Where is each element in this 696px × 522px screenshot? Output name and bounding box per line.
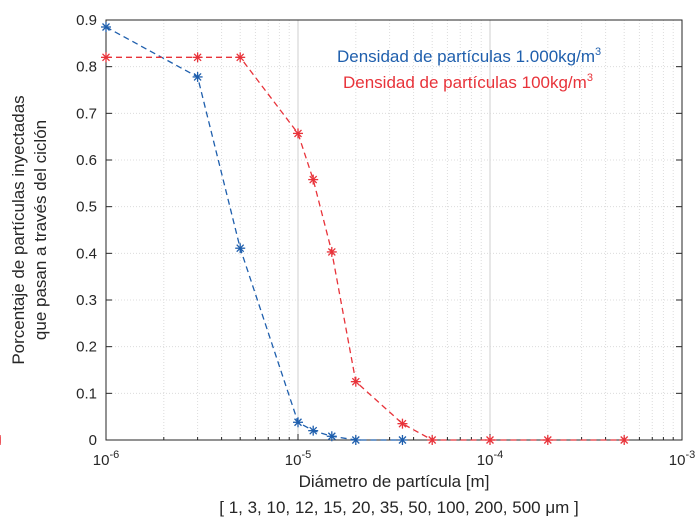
data-point: [235, 243, 246, 254]
marker-d2: [309, 426, 318, 435]
marker-d2: [351, 377, 360, 386]
y-axis-label-line-2: que pasan a través del ciclón: [31, 120, 50, 340]
y-tick-label: 0.8: [76, 59, 97, 76]
data-point: [101, 52, 111, 63]
data-point: [397, 418, 408, 429]
plot-area: [106, 20, 682, 440]
data-point: [308, 425, 319, 436]
y-tick-label: 0.5: [76, 199, 97, 216]
data-point: [619, 435, 630, 445]
y-tick-label: 0.1: [76, 385, 97, 402]
data-point: [293, 128, 303, 139]
series: [0, 22, 630, 445]
y-tick-label: 0.4: [76, 245, 97, 262]
data-point: [326, 431, 337, 442]
marker-d2: [102, 23, 110, 31]
y-tick-label: 0.9: [76, 12, 97, 29]
marker-d2: [327, 432, 336, 441]
data-point: [485, 435, 495, 445]
marker-d2: [193, 53, 202, 62]
grid: [106, 20, 682, 440]
x-tick-label: 10-6: [93, 449, 119, 469]
marker-d2: [236, 53, 245, 62]
marker-d2: [398, 419, 407, 428]
x-axis-label: Diámetro de partícula [m]: [299, 472, 490, 491]
marker-d2: [236, 244, 245, 253]
marker-d2: [543, 436, 552, 444]
marker-d2: [309, 175, 318, 184]
x-tick-label: 10-5: [285, 449, 311, 469]
data-point: [326, 246, 337, 257]
legend-entry-100: Densidad de partículas 100kg/m3: [343, 72, 593, 92]
marker-d2: [486, 436, 494, 444]
y-tick-label: 0.6: [76, 152, 97, 169]
data-point: [542, 435, 553, 445]
marker-d2: [620, 436, 629, 444]
marker-d2: [102, 53, 110, 62]
y-axis-label-line-1: Porcentaje de partículas inyectadas: [9, 95, 28, 364]
marker-d2: [294, 129, 302, 138]
data-point: [192, 52, 203, 63]
series-0: [101, 22, 408, 445]
x-tick-label: 10-4: [477, 449, 503, 469]
ticks: 10-6 10-5 10-4 10-3 0 0.1 0.2 0.3 0.4 0.5 0.6 0.7 0.…: [76, 12, 695, 469]
legend: Densidad de partículas 1.000kg/m3 Densid…: [337, 46, 601, 92]
y-tick-label: 0: [89, 432, 97, 449]
marker-d2: [327, 247, 336, 256]
marker-d2: [351, 436, 360, 444]
data-point: [192, 71, 203, 82]
y-tick-label: 0.3: [76, 292, 97, 309]
data-point: [235, 52, 246, 63]
data-point: [350, 435, 361, 445]
y-tick-label: 0.7: [76, 105, 97, 122]
marker-d2: [428, 436, 437, 444]
data-point: [427, 435, 438, 445]
marker-d2: [294, 418, 302, 427]
marker-d2: [398, 436, 407, 444]
y-axis-label: Porcentaje de partículas inyectadas que …: [9, 95, 50, 364]
series-1: [0, 52, 630, 445]
data-point: [350, 376, 361, 387]
marker-d2: [193, 72, 202, 81]
x-tick-label: 10-3: [669, 449, 695, 469]
data-point: [101, 22, 111, 32]
y-tick-label: 0.2: [76, 339, 97, 356]
data-point: [293, 417, 303, 428]
legend-entry-1000: Densidad de partículas 1.000kg/m3: [337, 46, 601, 66]
data-point: [397, 435, 408, 445]
data-point: [308, 174, 319, 185]
x-axis-sublabel: [ 1, 3, 10, 12, 15, 20, 35, 50, 100, 200…: [219, 498, 579, 517]
